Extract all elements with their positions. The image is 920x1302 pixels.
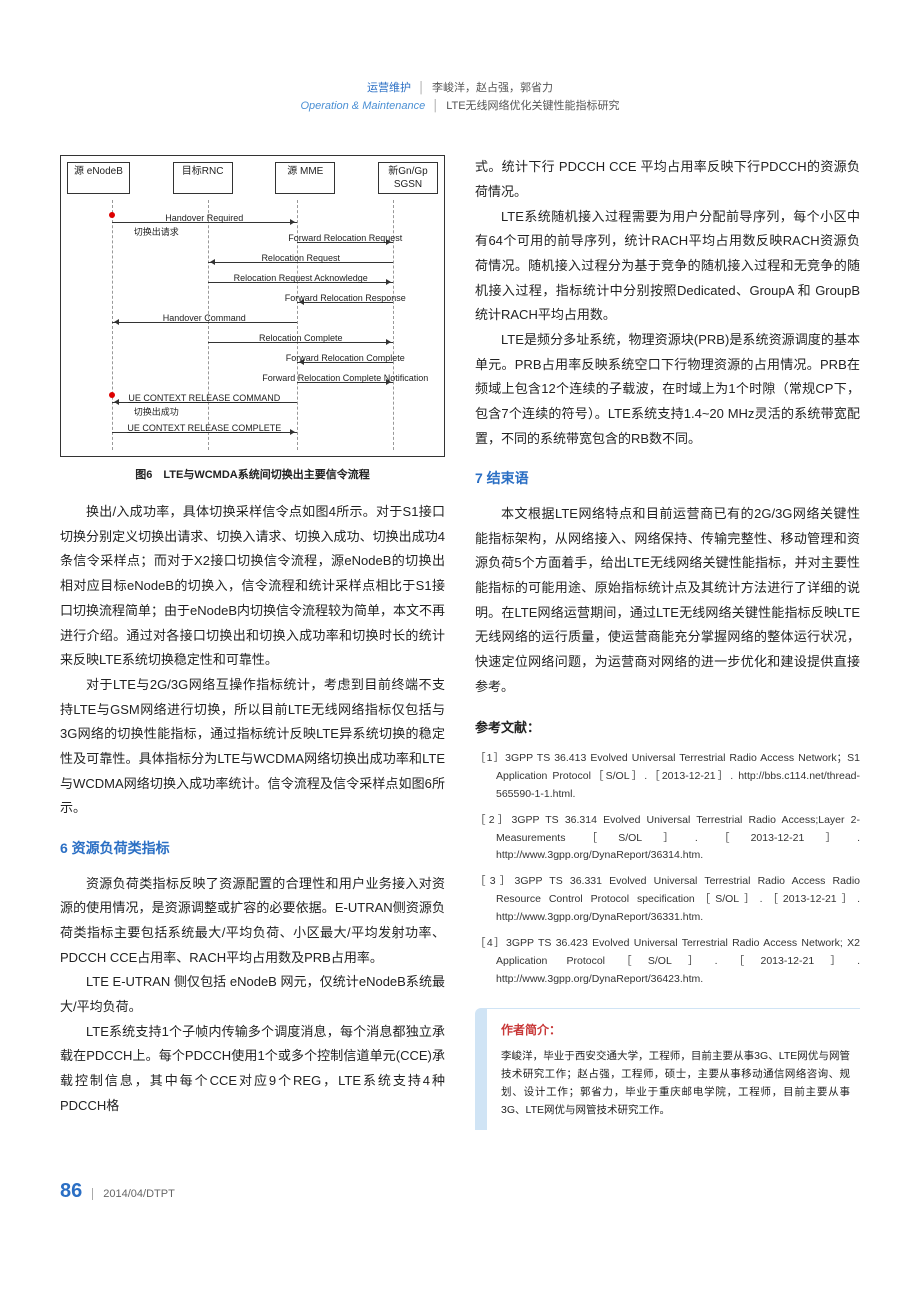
article-title: LTE无线网络优化关键性能指标研究 xyxy=(446,100,619,112)
sequence-message-cn: 切换出成功 xyxy=(134,404,179,421)
body-paragraph: LTE系统支持1个子帧内传输多个调度消息，每个消息都独立承载在PDCCH上。每个… xyxy=(60,1020,445,1119)
section-title: 7 结束语 xyxy=(475,465,860,492)
author-intro-box: 作者简介： 李峻洋，毕业于西安交通大学，工程师，目前主要从事3G、LTE网优与网… xyxy=(475,1008,860,1129)
actor-box: 目标RNC xyxy=(173,162,233,194)
sequence-message: Handover Command xyxy=(163,310,246,327)
category-en: Operation & Maintenance xyxy=(300,100,425,112)
actor-box: 新Gn/Gp SGSN xyxy=(378,162,438,194)
category-cn: 运营维护 xyxy=(367,82,411,94)
sequence-message: Relocation Request xyxy=(261,250,340,267)
body-paragraph: 对于LTE与2G/3G网络互操作指标统计，考虑到目前终端不支持LTE与GSM网络… xyxy=(60,673,445,821)
left-column: 源 eNodeB 目标RNC 源 MME 新Gn/Gp SGSN Handove… xyxy=(60,155,445,1129)
right-column: 式。统计下行 PDCCH CCE 平均占用率反映下行PDCCH的资源负荷情况。 … xyxy=(475,155,860,1129)
sequence-message-cn: 切换出请求 xyxy=(134,224,179,241)
figure-caption: 图6 LTE与WCMDA系统间切换出主要信令流程 xyxy=(60,465,445,486)
actor-box: 源 eNodeB xyxy=(67,162,130,194)
sequence-diagram: 源 eNodeB 目标RNC 源 MME 新Gn/Gp SGSN Handove… xyxy=(60,155,445,457)
lifeline-container: Handover Required切换出请求Forward Relocation… xyxy=(67,200,438,450)
diagram-actors: 源 eNodeB 目标RNC 源 MME 新Gn/Gp SGSN xyxy=(67,162,438,194)
body-paragraph: LTE是频分多址系统，物理资源块(PRB)是系统资源调度的基本单元。PRB占用率… xyxy=(475,328,860,451)
author-intro-title: 作者简介： xyxy=(501,1019,850,1042)
reference-item: ［3］3GPP TS 36.331 Evolved Universal Terr… xyxy=(475,873,860,927)
page-number: 86 xyxy=(60,1180,82,1203)
sequence-message: Relocation Complete xyxy=(259,330,343,347)
reference-item: ［4］3GPP TS 36.423 Evolved Universal Terr… xyxy=(475,935,860,989)
body-paragraph: 式。统计下行 PDCCH CCE 平均占用率反映下行PDCCH的资源负荷情况。 xyxy=(475,155,860,204)
section-title: 6 资源负荷类指标 xyxy=(60,835,445,862)
sequence-message: Forward Relocation Complete Notification xyxy=(262,370,428,387)
sequence-message: Forward Relocation Request xyxy=(288,230,402,247)
actor-box: 源 MME xyxy=(275,162,335,194)
body-paragraph: LTE系统随机接入过程需要为用户分配前导序列，每个小区中有64个可用的前导序列，… xyxy=(475,205,860,328)
sequence-message: UE CONTEXT RELEASE COMPLETE xyxy=(127,420,281,437)
content-columns: 源 eNodeB 目标RNC 源 MME 新Gn/Gp SGSN Handove… xyxy=(60,155,860,1129)
body-paragraph: 换出/入成功率，具体切换采样信令点如图4所示。对于S1接口切换分别定义切换出请求… xyxy=(60,500,445,673)
sequence-message: Relocation Request Acknowledge xyxy=(234,270,368,287)
author-intro-text: 李峻洋，毕业于西安交通大学，工程师，目前主要从事3G、LTE网优与网管技术研究工… xyxy=(501,1048,850,1119)
authors: 李峻洋，赵占强，郭省力 xyxy=(432,82,553,94)
issue-label: 2014/04/DTPT xyxy=(92,1188,175,1200)
body-paragraph: 本文根据LTE网络特点和目前运营商已有的2G/3G网络关键性能指标架构，从网络接… xyxy=(475,502,860,700)
body-paragraph: LTE E-UTRAN 侧仅包括 eNodeB 网元，仅统计eNodeB系统最大… xyxy=(60,970,445,1019)
sequence-message: Forward Relocation Complete xyxy=(286,350,405,367)
references-title: 参考文献： xyxy=(475,716,860,741)
reference-item: ［2］3GPP TS 36.314 Evolved Universal Terr… xyxy=(475,812,860,866)
reference-item: ［1］3GPP TS 36.413 Evolved Universal Terr… xyxy=(475,750,860,804)
sequence-message: Forward Relocation Response xyxy=(285,290,406,307)
page-footer: 86 2014/04/DTPT xyxy=(60,1180,860,1203)
body-paragraph: 资源负荷类指标反映了资源配置的合理性和用户业务接入对资源的使用情况，是资源调整或… xyxy=(60,872,445,971)
page-header: 运营维护 │ 李峻洋，赵占强，郭省力 Operation & Maintenan… xyxy=(60,80,860,115)
